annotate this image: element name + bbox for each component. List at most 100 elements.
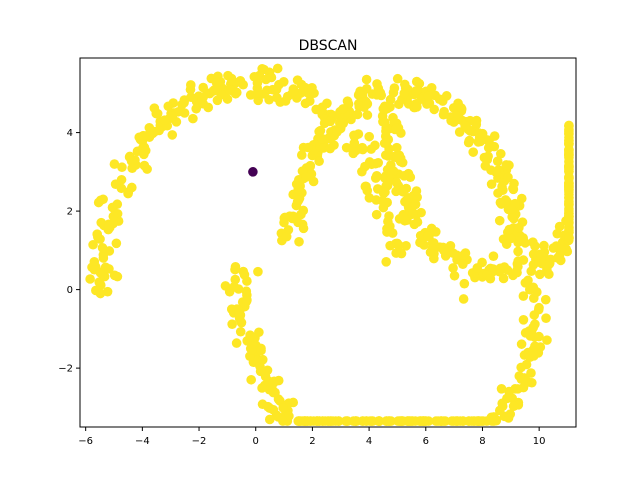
cluster-point bbox=[486, 179, 497, 189]
cluster-point bbox=[489, 414, 500, 424]
cluster-point bbox=[429, 104, 439, 115]
cluster-point bbox=[159, 115, 170, 125]
cluster-point bbox=[294, 236, 304, 247]
cluster-point bbox=[544, 258, 555, 268]
cluster-point bbox=[380, 117, 390, 128]
cluster-point bbox=[224, 85, 235, 95]
cluster-point bbox=[179, 97, 189, 108]
x-tick-label: 4 bbox=[366, 436, 372, 447]
cluster-point bbox=[263, 401, 273, 412]
cluster-point bbox=[255, 366, 266, 377]
cluster-point bbox=[230, 264, 240, 275]
axes-frame bbox=[79, 57, 577, 428]
cluster-point bbox=[348, 416, 359, 426]
cluster-point bbox=[253, 88, 264, 99]
cluster-point bbox=[278, 77, 289, 87]
cluster-point bbox=[117, 162, 127, 173]
cluster-point bbox=[341, 142, 352, 153]
cluster-point bbox=[108, 211, 119, 222]
cluster-point bbox=[272, 63, 283, 74]
cluster-point bbox=[513, 384, 523, 394]
cluster-point bbox=[554, 221, 565, 232]
cluster-point bbox=[142, 164, 152, 174]
cluster-point bbox=[188, 113, 198, 124]
cluster-point bbox=[475, 136, 486, 147]
cluster-point bbox=[502, 265, 513, 275]
cluster-point bbox=[366, 144, 376, 154]
cluster-point bbox=[492, 156, 503, 166]
x-tick-label: 0 bbox=[253, 436, 259, 447]
cluster-point bbox=[242, 295, 252, 305]
cluster-point bbox=[398, 212, 409, 223]
cluster-point bbox=[516, 362, 526, 373]
cluster-point bbox=[296, 150, 307, 160]
cluster-point bbox=[227, 319, 237, 329]
cluster-point bbox=[391, 177, 402, 188]
cluster-point bbox=[468, 147, 479, 157]
cluster-point bbox=[388, 87, 399, 98]
cluster-point bbox=[97, 243, 108, 253]
cluster-point bbox=[361, 74, 372, 85]
cluster-point bbox=[399, 88, 410, 99]
cluster-point bbox=[381, 416, 392, 426]
cluster-point bbox=[373, 158, 384, 168]
cluster-point bbox=[209, 85, 220, 95]
cluster-point bbox=[412, 217, 423, 227]
cluster-point bbox=[264, 94, 274, 105]
cluster-point bbox=[93, 232, 103, 242]
cluster-point bbox=[434, 94, 445, 104]
cluster-point bbox=[504, 224, 515, 235]
y-tick-label: −2 bbox=[58, 364, 73, 375]
cluster-point bbox=[495, 263, 506, 274]
cluster-point bbox=[401, 241, 411, 251]
cluster-point bbox=[459, 278, 470, 289]
cluster-point bbox=[497, 181, 507, 192]
cluster-point bbox=[404, 416, 414, 426]
cluster-point bbox=[186, 80, 196, 90]
cluster-point bbox=[497, 398, 507, 409]
cluster-point bbox=[381, 257, 392, 267]
noise-point bbox=[248, 167, 258, 177]
cluster-point bbox=[382, 227, 392, 237]
cluster-point bbox=[352, 109, 363, 120]
cluster-point bbox=[544, 269, 554, 280]
cluster-point bbox=[472, 416, 482, 426]
cluster-point bbox=[257, 383, 267, 393]
cluster-point bbox=[488, 251, 499, 261]
cluster-point bbox=[477, 128, 488, 139]
cluster-point bbox=[371, 195, 382, 205]
cluster-point bbox=[428, 249, 439, 260]
cluster-point bbox=[511, 266, 522, 276]
cluster-point bbox=[503, 413, 514, 423]
cluster-point bbox=[489, 131, 500, 141]
cluster-point bbox=[451, 250, 462, 260]
cluster-point bbox=[247, 344, 257, 355]
cluster-point bbox=[523, 275, 533, 286]
cluster-point bbox=[378, 104, 389, 114]
cluster-point bbox=[564, 217, 574, 227]
cluster-point bbox=[125, 151, 135, 162]
cluster-point bbox=[454, 127, 465, 137]
cluster-point bbox=[372, 184, 383, 194]
cluster-point bbox=[371, 209, 382, 220]
cluster-point bbox=[303, 142, 313, 153]
cluster-point bbox=[411, 86, 421, 96]
cluster-point bbox=[88, 239, 98, 250]
cluster-point bbox=[314, 416, 325, 426]
cluster-point bbox=[564, 193, 574, 203]
cluster-point bbox=[127, 182, 137, 193]
cluster-point bbox=[535, 269, 545, 280]
cluster-point bbox=[439, 106, 449, 117]
cluster-point bbox=[333, 416, 344, 426]
cluster-point bbox=[564, 182, 574, 192]
cluster-point bbox=[211, 77, 222, 88]
cluster-point bbox=[529, 351, 539, 361]
cluster-point bbox=[456, 103, 466, 113]
cluster-point bbox=[266, 72, 277, 83]
cluster-point bbox=[485, 273, 496, 284]
cluster-point bbox=[433, 416, 443, 426]
cluster-point bbox=[288, 86, 299, 97]
cluster-point bbox=[491, 167, 501, 178]
cluster-point bbox=[305, 160, 316, 171]
cluster-point bbox=[362, 110, 373, 120]
